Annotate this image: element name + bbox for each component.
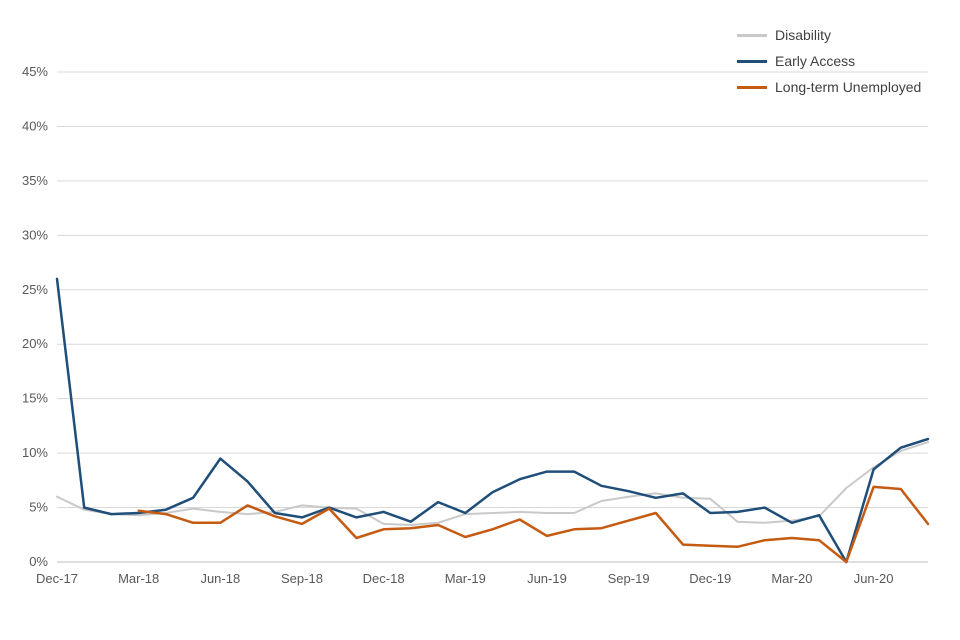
legend-item-early-access: Early Access xyxy=(737,52,921,70)
y-tick-label: 30% xyxy=(22,227,48,242)
x-tick-label: Sep-19 xyxy=(608,571,650,586)
legend-label: Disability xyxy=(775,27,832,43)
legend-item-disability: Disability xyxy=(737,26,921,44)
x-tick-label: Sep-18 xyxy=(281,571,323,586)
x-tick-label: Mar-20 xyxy=(771,571,812,586)
y-tick-label: 20% xyxy=(22,336,48,351)
legend-label: Long-term Unemployed xyxy=(775,79,922,95)
legend-swatch-icon xyxy=(737,85,767,89)
legend-swatch-icon xyxy=(737,59,767,63)
y-tick-label: 5% xyxy=(29,500,48,515)
legend-label: Early Access xyxy=(775,53,856,69)
series-line-early-access xyxy=(55,277,930,564)
y-tick-label: 10% xyxy=(22,445,48,460)
chart-legend: Disability Early Access Long-term Unemploy… xyxy=(737,26,921,96)
x-tick-label: Dec-18 xyxy=(363,571,405,586)
x-tick-label: Mar-19 xyxy=(445,571,486,586)
series-line-disability xyxy=(56,441,929,526)
legend-swatch-icon xyxy=(737,33,767,37)
x-tick-label: Jun-18 xyxy=(200,571,240,586)
series-line-long-term-unemployed xyxy=(137,485,930,564)
y-tick-label: 35% xyxy=(22,173,48,188)
x-tick-label: Dec-17 xyxy=(36,571,78,586)
y-tick-label: 45% xyxy=(22,64,48,79)
x-tick-label: Jun-20 xyxy=(854,571,894,586)
legend-item-long-term-unemployed: Long-term Unemployed xyxy=(737,78,921,96)
y-tick-label: 25% xyxy=(22,282,48,297)
y-tick-label: 15% xyxy=(22,391,48,406)
x-tick-label: Jun-19 xyxy=(527,571,567,586)
y-tick-label: 0% xyxy=(29,554,48,569)
y-tick-label: 40% xyxy=(22,118,48,133)
x-tick-label: Mar-18 xyxy=(118,571,159,586)
x-tick-label: Dec-19 xyxy=(689,571,731,586)
